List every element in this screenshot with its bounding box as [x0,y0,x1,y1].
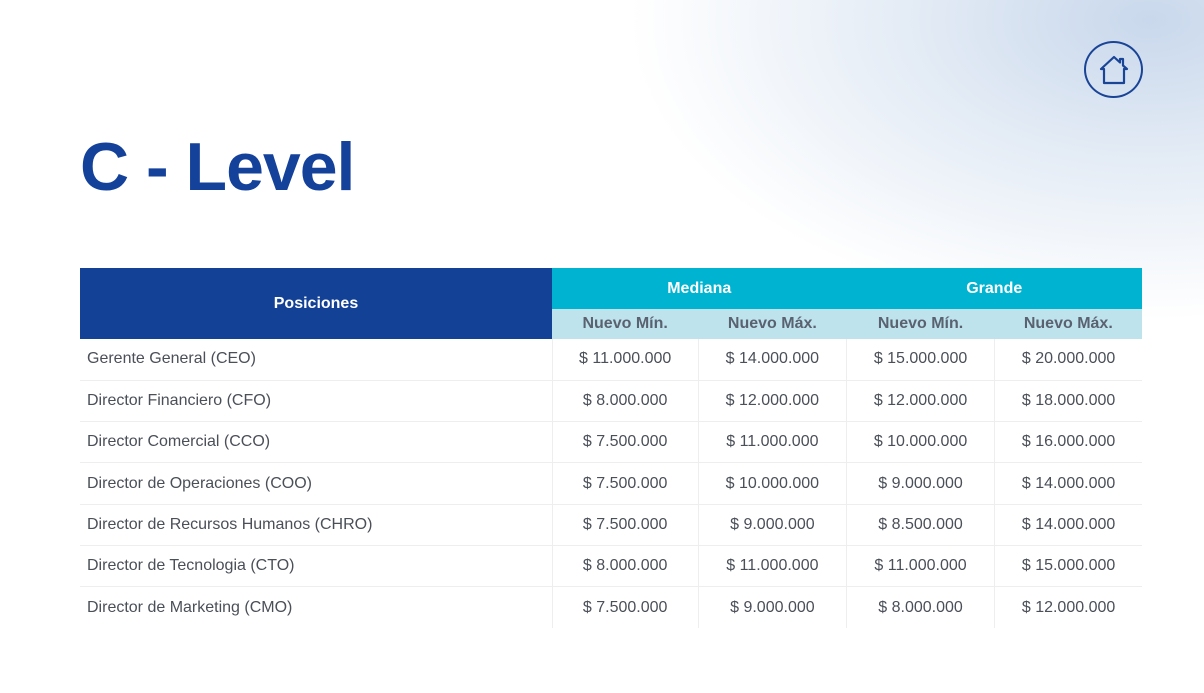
salary-cell: $ 8.000.000 [551,380,699,423]
salary-cell: $ 12.000.000 [697,380,847,423]
subheader-min: Nuevo Mín. [552,309,699,339]
salary-cell: $ 11.000.000 [551,339,699,381]
salary-cell: $ 7.500.000 [551,421,699,464]
salary-cell: $ 9.000.000 [845,462,995,505]
salary-cell: $ 9.000.000 [697,504,847,546]
table-row: Gerente General (CEO) $ 11.000.000 $ 14.00… [80,339,1142,381]
group-header-mediana: Mediana [552,268,847,309]
salary-cell: $ 9.000.000 [697,586,847,629]
position-name: Director Financiero (CFO) [80,380,552,423]
table-row: Director Financiero (CFO) $ 8.000.000 $ 12… [80,380,1142,423]
subheader-min: Nuevo Mín. [846,309,995,339]
table-row: Director de Marketing (CMO) $ 7.500.000 $ … [80,586,1142,629]
salary-cell: $ 11.000.000 [697,545,847,588]
salary-cell: $ 14.000.000 [994,462,1142,505]
salary-cell: $ 14.000.000 [697,339,847,381]
position-name: Director de Recursos Humanos (CHRO) [80,504,552,546]
home-button[interactable] [1084,41,1143,98]
salary-cell: $ 8.500.000 [845,504,995,546]
salary-cell: $ 15.000.000 [845,339,995,381]
salary-cell: $ 11.000.000 [845,545,995,588]
salary-cell: $ 10.000.000 [845,421,995,464]
salary-cell: $ 11.000.000 [697,421,847,464]
home-icon [1099,55,1128,84]
salary-cell: $ 16.000.000 [994,421,1142,464]
salary-cell: $ 7.500.000 [551,504,699,546]
salary-cell: $ 15.000.000 [994,545,1142,588]
page-title: C - Level [80,129,355,205]
position-name: Director de Operaciones (COO) [80,462,552,505]
position-name: Director de Tecnologia (CTO) [80,545,552,588]
position-name: Director Comercial (CCO) [80,421,552,464]
salary-cell: $ 7.500.000 [551,586,699,629]
salary-cell: $ 7.500.000 [551,462,699,505]
table-row: Director de Recursos Humanos (CHRO) $ 7.5… [80,504,1142,546]
table-row: Director de Tecnologia (CTO) $ 8.000.000 $… [80,545,1142,588]
positions-header: Posiciones [80,268,552,339]
salary-table: Posiciones Mediana Grande Nuevo Mín. Nue… [80,268,1142,629]
group-header-grande: Grande [846,268,1142,309]
salary-cell: $ 12.000.000 [994,586,1142,629]
salary-cell: $ 8.000.000 [845,586,995,629]
position-name: Gerente General (CEO) [80,339,552,381]
table-row: Director Comercial (CCO) $ 7.500.000 $ 11.… [80,421,1142,464]
salary-cell: $ 14.000.000 [994,504,1142,546]
salary-cell: $ 10.000.000 [697,462,847,505]
position-name: Director de Marketing (CMO) [87,598,293,616]
salary-cell: $ 12.000.000 [845,380,995,423]
salary-cell: $ 18.000.000 [994,380,1142,423]
table-row: Director de Operaciones (COO) $ 7.500.000… [80,462,1142,505]
salary-cell: $ 8.000.000 [551,545,699,588]
salary-cell: $ 20.000.000 [994,339,1142,381]
subheader-max: Nuevo Máx. [994,309,1142,339]
subheader-max: Nuevo Máx. [698,309,847,339]
